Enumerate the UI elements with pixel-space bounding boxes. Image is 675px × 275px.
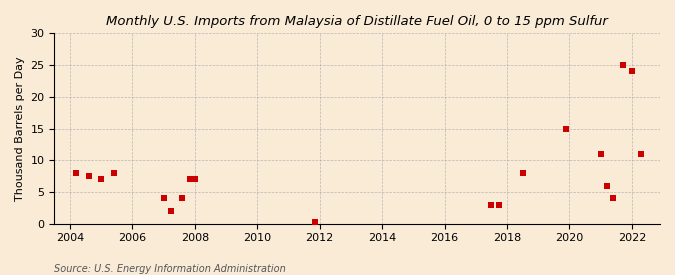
Point: [517, 171, 528, 175]
Point: [108, 171, 119, 175]
Point: [83, 174, 94, 178]
Point: [310, 220, 321, 224]
Point: [486, 202, 497, 207]
Point: [190, 177, 200, 182]
Title: Monthly U.S. Imports from Malaysia of Distillate Fuel Oil, 0 to 15 ppm Sulfur: Monthly U.S. Imports from Malaysia of Di…: [106, 15, 608, 28]
Point: [595, 152, 606, 156]
Point: [636, 152, 647, 156]
Point: [561, 126, 572, 131]
Point: [185, 177, 196, 182]
Point: [71, 171, 82, 175]
Point: [626, 69, 637, 74]
Y-axis label: Thousand Barrels per Day: Thousand Barrels per Day: [15, 56, 25, 201]
Point: [177, 196, 188, 200]
Point: [608, 196, 618, 200]
Point: [617, 63, 628, 67]
Point: [494, 202, 505, 207]
Text: Source: U.S. Energy Information Administration: Source: U.S. Energy Information Administ…: [54, 264, 286, 274]
Point: [601, 183, 612, 188]
Point: [166, 209, 177, 213]
Point: [158, 196, 169, 200]
Point: [96, 177, 107, 182]
